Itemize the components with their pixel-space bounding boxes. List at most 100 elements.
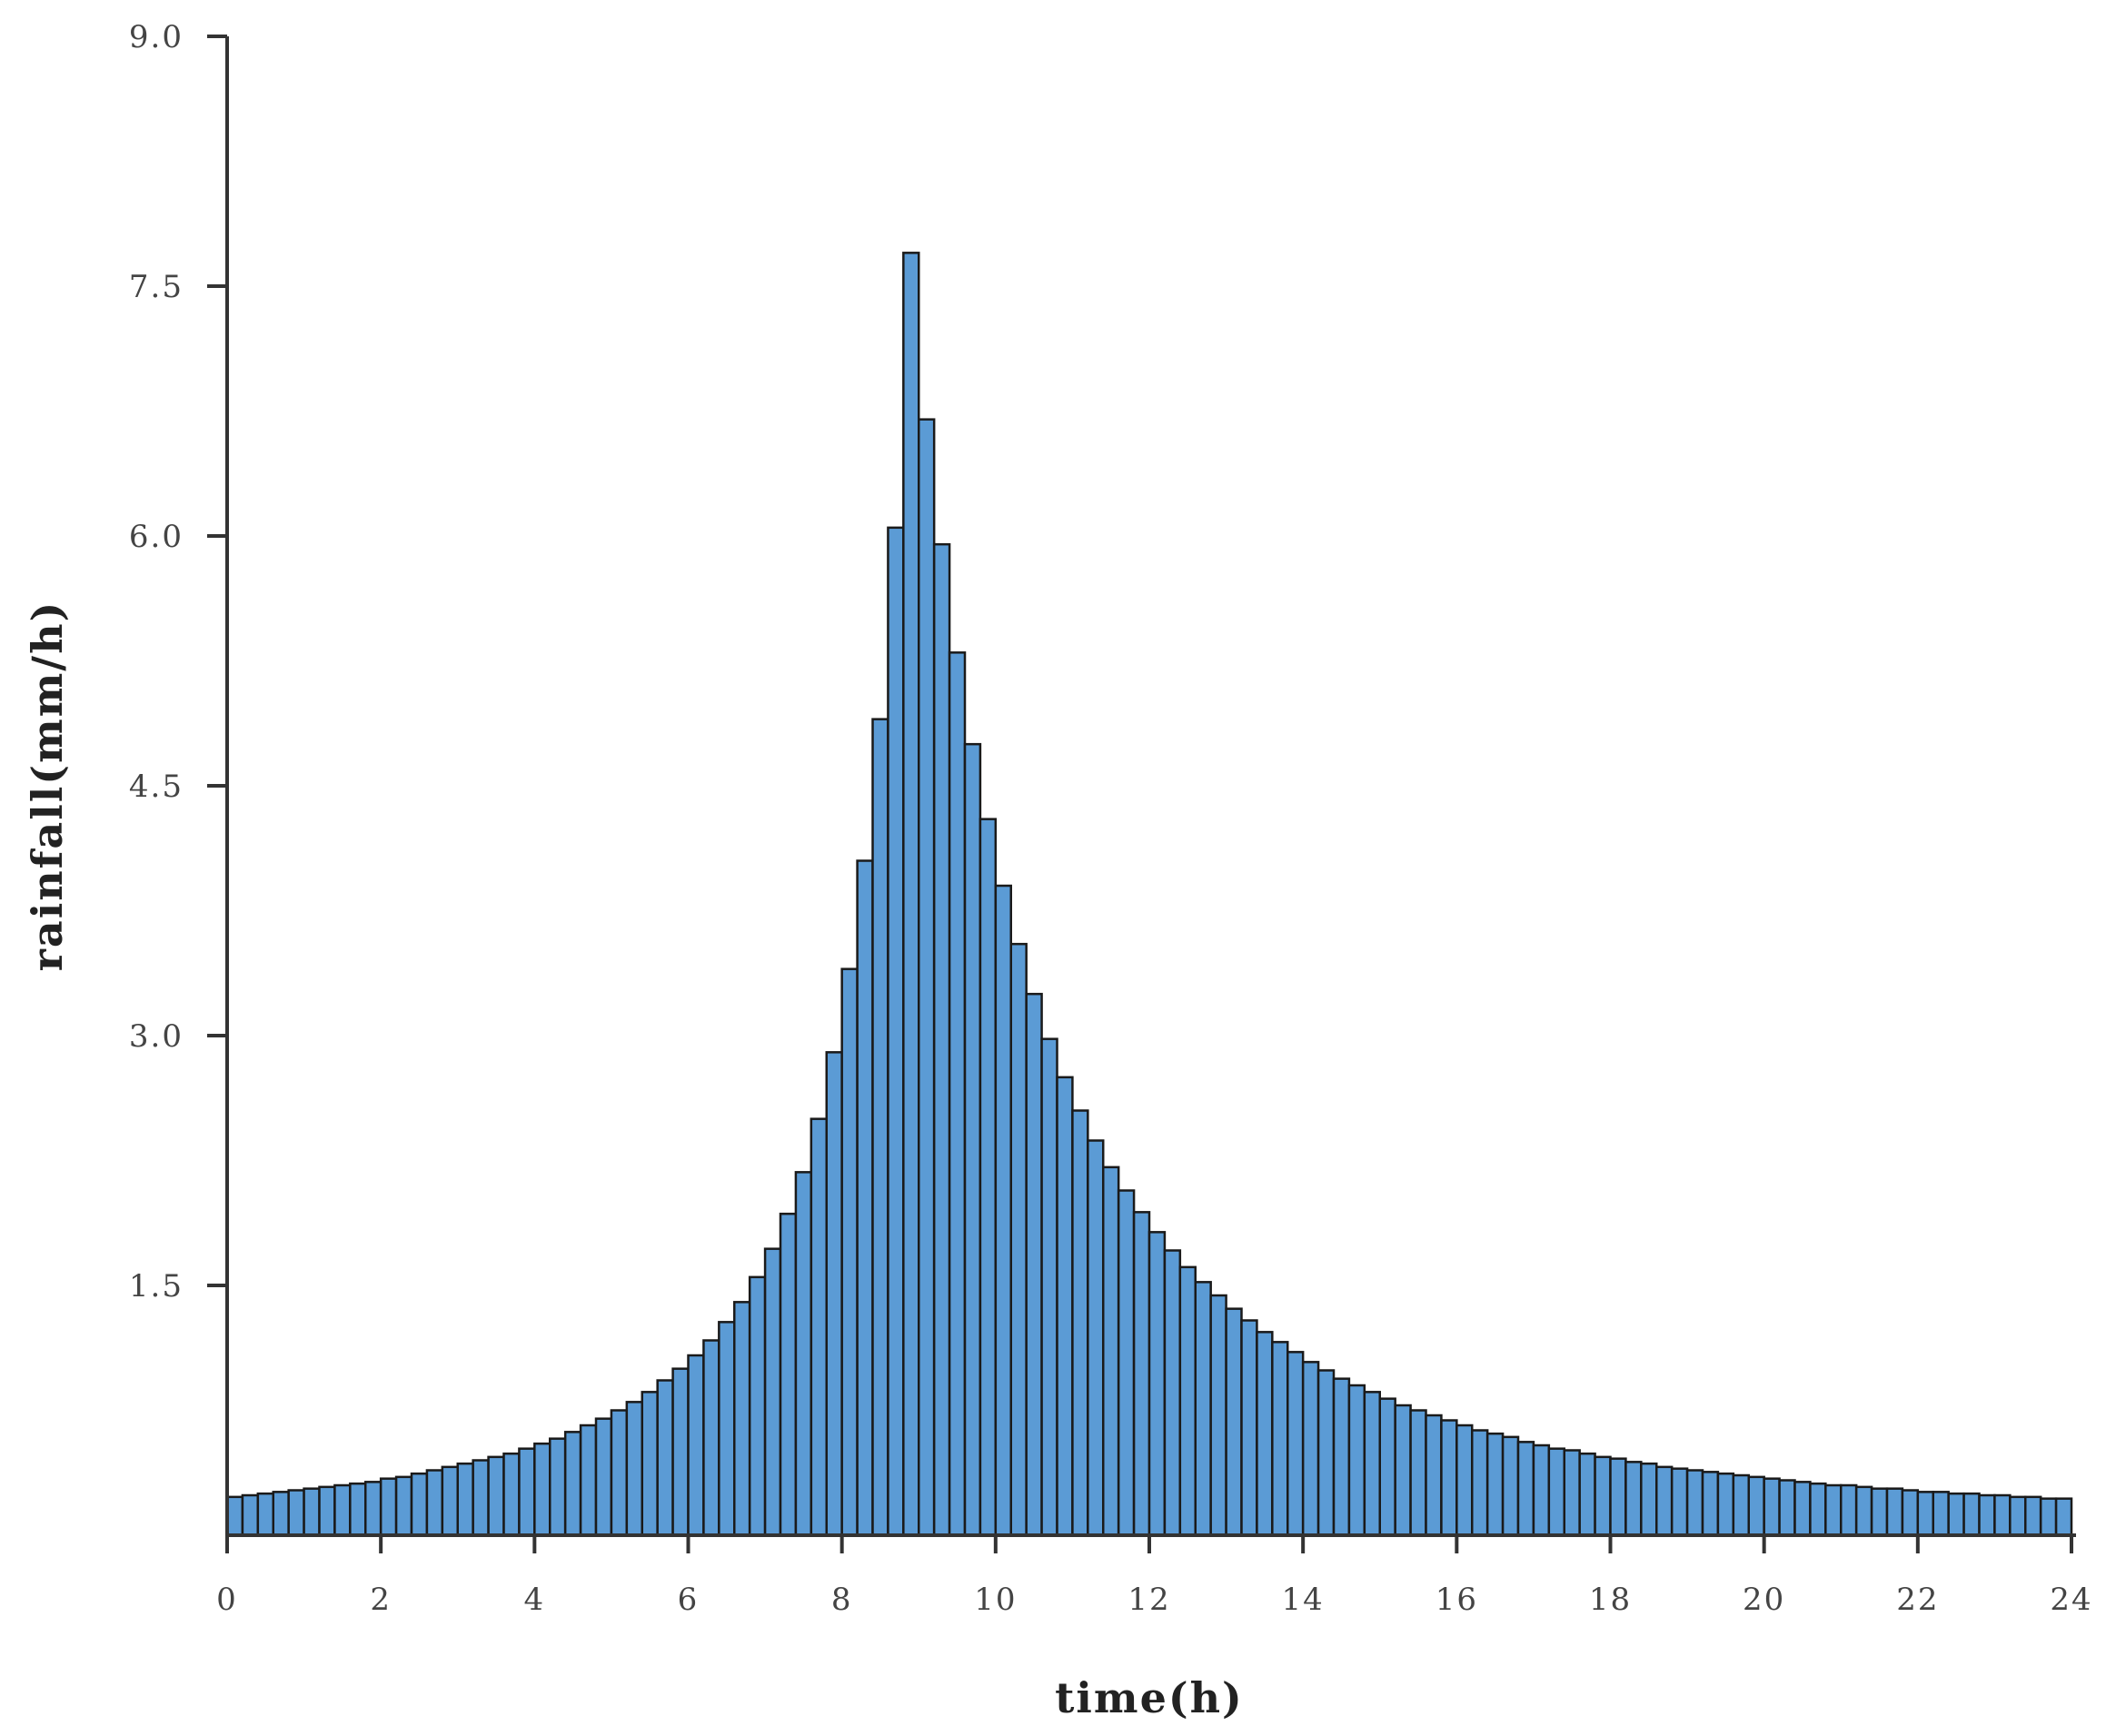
bar: [1209, 1294, 1227, 1537]
bar: [1840, 1483, 1858, 1537]
bar: [1609, 1457, 1627, 1537]
bar: [1962, 1492, 1981, 1537]
bar: [225, 1495, 244, 1537]
bars-group: [225, 252, 2073, 1537]
bar: [1163, 1249, 1182, 1537]
y-tick-label: 3.0: [129, 1018, 184, 1055]
bar: [1685, 1469, 1704, 1537]
bar: [1225, 1307, 1243, 1537]
bar: [794, 1171, 813, 1537]
bar: [902, 252, 920, 1537]
bar: [856, 859, 874, 1537]
bar: [1485, 1432, 1505, 1537]
bar: [733, 1301, 751, 1537]
bar: [1394, 1404, 1412, 1537]
bar: [610, 1409, 629, 1537]
bar: [1102, 1166, 1120, 1537]
bar: [1501, 1435, 1520, 1537]
bar: [1378, 1397, 1396, 1537]
x-tick-label: 18: [1589, 1582, 1632, 1618]
bar: [1578, 1452, 1596, 1537]
y-tick-label: 6.0: [129, 519, 184, 555]
bar: [425, 1469, 444, 1537]
bar: [979, 818, 998, 1537]
bar: [1901, 1489, 1920, 1537]
bar: [349, 1482, 367, 1537]
bar: [1271, 1341, 1289, 1537]
x-tick-label: 8: [831, 1582, 853, 1618]
bar: [1132, 1211, 1151, 1537]
bar: [1854, 1485, 1873, 1537]
bar: [1071, 1109, 1089, 1537]
bar: [871, 718, 889, 1537]
bar: [456, 1462, 474, 1537]
x-tick-label: 12: [1128, 1582, 1170, 1618]
x-ticks-group: 0 2 4 6 8 10 12 14 16 18 20 22 24: [216, 1535, 2091, 1618]
bar: [1286, 1351, 1305, 1537]
bar: [318, 1485, 336, 1537]
bar: [579, 1424, 598, 1537]
x-tick-label: 16: [1436, 1582, 1478, 1618]
bar: [303, 1487, 321, 1537]
bar: [1025, 992, 1043, 1537]
bar: [779, 1212, 798, 1537]
bar: [887, 526, 905, 1537]
bar: [1425, 1414, 1443, 1537]
bar: [625, 1401, 643, 1537]
bar: [1256, 1331, 1274, 1537]
bar: [1885, 1487, 1904, 1537]
bar: [840, 967, 859, 1537]
bar: [1870, 1487, 1889, 1537]
bar: [718, 1321, 736, 1537]
bar: [272, 1491, 290, 1537]
x-tick-label: 22: [1896, 1582, 1939, 1618]
bar: [932, 542, 951, 1537]
bar: [1516, 1441, 1535, 1537]
bar: [1670, 1467, 1689, 1537]
x-tick-label: 4: [524, 1582, 546, 1618]
y-axis-title: rainfall(mm/h): [23, 600, 72, 972]
x-axis-title: time(h): [1055, 1673, 1244, 1722]
bar: [333, 1483, 352, 1537]
bar: [641, 1391, 659, 1537]
bar: [1594, 1455, 1612, 1537]
bar: [1347, 1384, 1366, 1537]
bar: [364, 1481, 382, 1537]
bar: [1640, 1462, 1658, 1537]
bar: [748, 1275, 767, 1537]
bar: [687, 1354, 705, 1537]
bar: [1916, 1491, 1934, 1537]
bar: [594, 1417, 613, 1537]
bar: [1532, 1443, 1551, 1537]
y-tick-label: 7.5: [129, 269, 184, 305]
bar: [1793, 1481, 1812, 1537]
y-tick-label: 9.0: [129, 19, 184, 55]
bar: [2039, 1497, 2058, 1537]
bar: [502, 1452, 521, 1537]
bar: [1778, 1479, 1796, 1537]
bar: [1701, 1471, 1720, 1537]
bar: [671, 1367, 690, 1537]
bar: [1301, 1361, 1320, 1537]
bar: [1747, 1475, 1765, 1537]
y-tick-label: 1.5: [129, 1268, 184, 1304]
bar: [533, 1442, 551, 1537]
bar: [1009, 942, 1028, 1537]
bar: [1363, 1391, 1382, 1537]
bar: [1178, 1265, 1197, 1537]
bar: [702, 1339, 720, 1537]
bar: [1440, 1419, 1458, 1537]
bar: [2009, 1495, 2027, 1537]
bar: [1809, 1482, 1827, 1537]
bar: [2054, 1497, 2073, 1537]
y-ticks-group: 9.0 7.5 6.0 4.5 3.0 1.5: [129, 19, 227, 1304]
bar: [410, 1472, 429, 1537]
bar: [549, 1437, 567, 1537]
bar: [1040, 1037, 1058, 1537]
x-tick-label: 0: [216, 1582, 238, 1618]
bar: [1824, 1483, 1843, 1537]
bar: [1147, 1231, 1167, 1537]
x-tick-label: 6: [678, 1582, 700, 1618]
x-tick-label: 20: [1743, 1582, 1785, 1618]
